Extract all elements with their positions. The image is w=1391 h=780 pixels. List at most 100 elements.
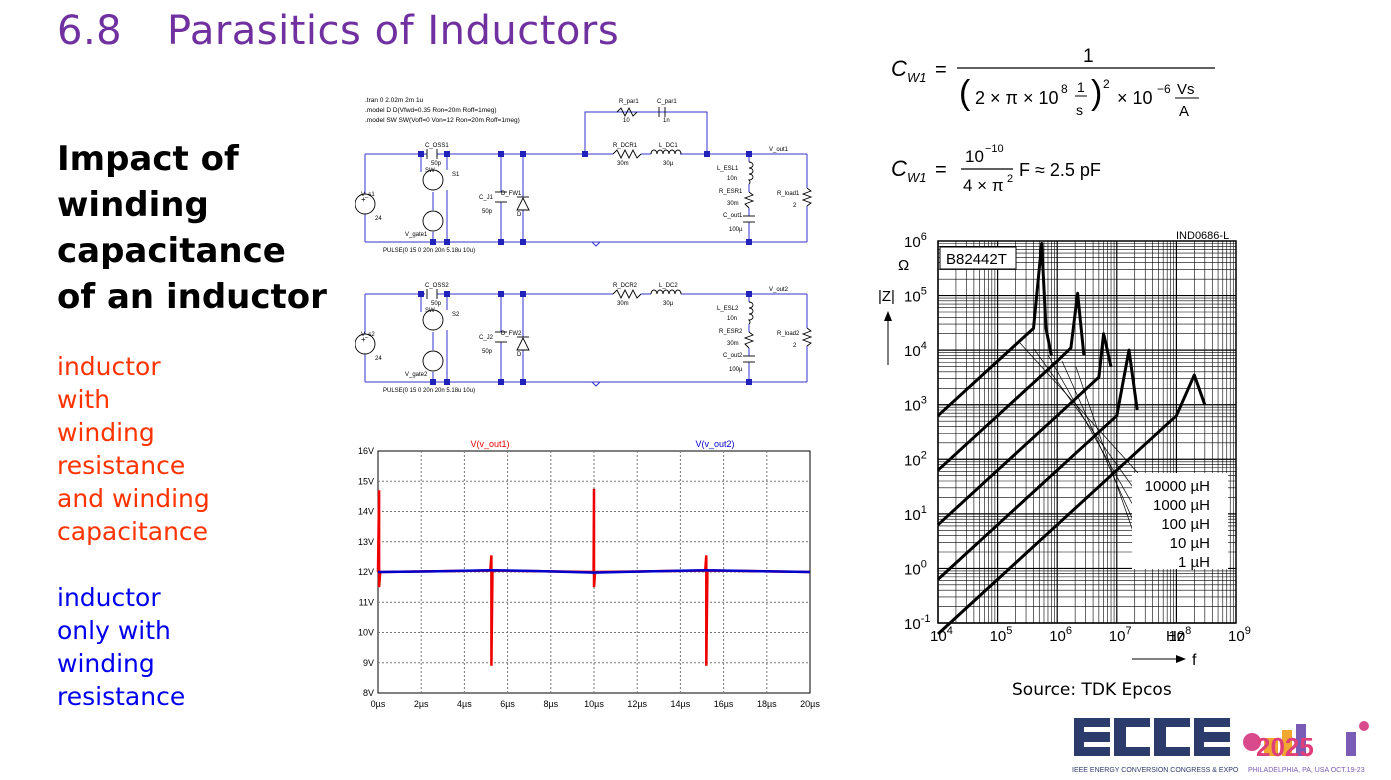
y-tick-label: 103 — [904, 395, 927, 415]
red-line: with — [57, 385, 111, 414]
legend-entry: 100 µH — [1161, 516, 1210, 533]
y-tick-label: 9V — [363, 658, 374, 668]
y-tick-label: 105 — [904, 286, 927, 306]
x-tick-label: 2µs — [414, 699, 429, 709]
svg-text:s: s — [1076, 102, 1083, 118]
svg-text:): ) — [1091, 74, 1102, 112]
impedance-curve — [936, 373, 1207, 636]
label-coss1: C_OSS1 — [425, 143, 449, 149]
legend-entry: V(v_out2) — [695, 439, 734, 449]
red-line: and winding — [57, 484, 210, 513]
label-vgate2: V_gate2 — [405, 372, 428, 378]
x-tick-label: 16µs — [714, 699, 734, 709]
formula1-lhs: C — [891, 56, 907, 81]
label-coss1-val: 50p — [431, 161, 442, 167]
label-lesl2: L_ESL2 — [717, 306, 739, 312]
y-tick-label: 11V — [359, 597, 374, 607]
y-tick-label: 101 — [904, 504, 927, 524]
x-tick-label: 14µs — [671, 699, 691, 709]
x-tick-label: 104 — [930, 625, 953, 645]
y-axis-arrow-head — [884, 311, 892, 321]
label-rpar1-val: 10 — [623, 118, 630, 124]
formula2-num: 10 — [965, 147, 984, 166]
label-rdcr2: R_DCR2 — [613, 283, 638, 289]
y-tick-label: 10V — [358, 628, 374, 638]
blue-line: only with — [57, 616, 171, 645]
label-rpar1: R_par1 — [619, 99, 639, 105]
y-tick-label: 8V — [363, 688, 374, 698]
label-coss2-val: 50p — [431, 301, 442, 307]
y-tick-label: 12V — [358, 567, 374, 577]
svg-text:+: + — [361, 335, 366, 344]
label-pulse1: PULSE(0 15 0 20n 20n 5.18u 10u) — [383, 248, 475, 254]
label-cj2: C_J2 — [479, 335, 494, 341]
y-axis-label: |Z| — [878, 288, 895, 305]
x-tick-label: 12µs — [627, 699, 647, 709]
label-rdcr1-val: 30m — [617, 161, 629, 167]
blue-legend-text: inductor only with winding resistance — [57, 581, 185, 713]
heading: Impact of winding capacitance of an indu… — [57, 136, 327, 320]
label-lesl1-val: 10n — [727, 176, 737, 182]
impedance-curve — [936, 291, 1086, 472]
label-rload2-val: 2 — [793, 343, 797, 349]
formula1-sub: W1 — [907, 70, 927, 85]
y-tick-label: 14V — [358, 507, 374, 517]
x-tick-label: 106 — [1049, 625, 1072, 645]
label-resr2-val: 30m — [727, 341, 739, 347]
x-tick-label: 108 — [1168, 625, 1191, 645]
impedance-curve — [936, 332, 1113, 526]
x-axis-label: f — [1192, 652, 1197, 669]
label-cj1: C_J1 — [479, 195, 494, 201]
label-cj2-val: 50p — [482, 349, 493, 355]
directive-tran: .tran 0 2.02m 2m 1u — [365, 97, 424, 104]
top-circuit — [364, 111, 808, 243]
formula2-rhs: F ≈ 2.5 pF — [1019, 160, 1101, 180]
y-tick-label: 104 — [904, 340, 927, 360]
label-vs1: V_s1 — [361, 192, 375, 198]
label-sw1: SW — [425, 168, 435, 174]
label-ldc2-val: 30µ — [663, 301, 674, 307]
label-rdcr2-val: 30m — [617, 301, 629, 307]
legend-leader — [1061, 360, 1145, 546]
label-lesl2-val: 10n — [727, 316, 737, 322]
label-ldc1-val: 30µ — [663, 161, 674, 167]
legend-leader — [1033, 348, 1141, 498]
label-cpar1-val: 1n — [663, 118, 670, 124]
formula2-lhs: C — [891, 156, 907, 181]
svg-text:2: 2 — [1103, 77, 1110, 91]
heading-line: of an inductor — [57, 277, 327, 317]
directive-diode-model: .model D D(Vfwd=0.35 Ron=20m Roff=1meg) — [365, 107, 497, 114]
x-tick-label: 6µs — [500, 699, 515, 709]
label-coss2: C_OSS2 — [425, 283, 449, 289]
label-s2: S2 — [452, 312, 460, 318]
label-resr2: R_ESR2 — [719, 329, 743, 335]
svg-text:IEEE ENERGY CONVERSION CONGRES: IEEE ENERGY CONVERSION CONGRESS & EXPO — [1072, 767, 1239, 774]
x-tick-label: 107 — [1109, 625, 1132, 645]
formula2-sub: W1 — [907, 170, 927, 185]
label-rload2: R_load2 — [777, 331, 800, 337]
x-tick-label: 0µs — [371, 699, 386, 709]
svg-text:× 10: × 10 — [1117, 88, 1153, 108]
label-pulse2: PULSE(0 15 0 20n 20n 5.18u 10u) — [383, 388, 475, 394]
svg-text:2025: 2025 — [1256, 732, 1314, 762]
x-tick-label: 18µs — [757, 699, 777, 709]
svg-text:=: = — [935, 159, 947, 181]
ltspice-schematic: .tran 0 2.02m 2m 1u .model D D(Vfwd=0.35… — [355, 97, 813, 394]
x-tick-label: 109 — [1228, 625, 1251, 645]
y-tick-label: 102 — [904, 449, 927, 469]
legend-entry: 10 µH — [1170, 535, 1210, 552]
y-tick-label: 106 — [904, 231, 927, 251]
label-vout1: V_out1 — [769, 147, 789, 153]
series-v-out2 — [377, 568, 811, 574]
red-line: resistance — [57, 451, 186, 480]
label-vgate1: V_gate1 — [405, 232, 428, 238]
formula1-numerator: 1 — [1083, 46, 1094, 67]
directive-switch-model: .model SW SW(Voff=0 Von=12 Ron=20m Roff=… — [365, 117, 520, 124]
label-cout1-val: 100µ — [729, 227, 743, 233]
heading-line: Impact of — [57, 139, 239, 179]
svg-text:8: 8 — [1061, 82, 1068, 96]
label-sw2: SW — [425, 308, 435, 314]
impedance-curve — [936, 348, 1139, 581]
label-cj1-val: 50p — [482, 209, 493, 215]
label-resr1-val: 30m — [727, 201, 739, 207]
